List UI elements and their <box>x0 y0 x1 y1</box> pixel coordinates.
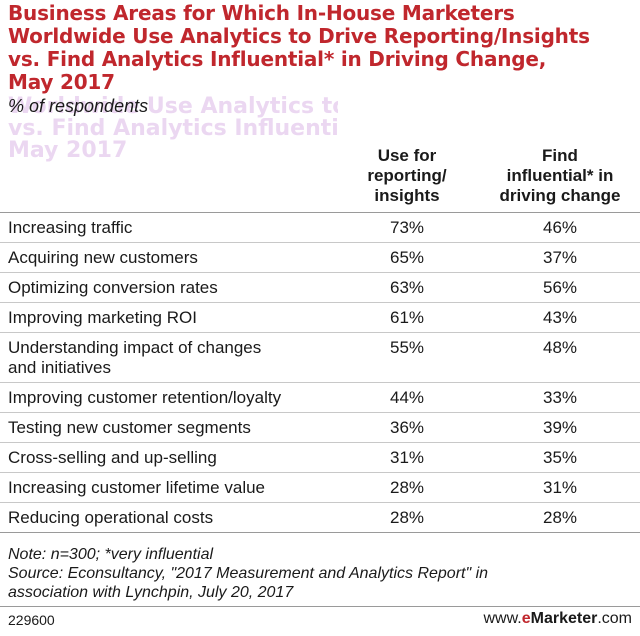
value-use-for-reporting: 73% <box>334 212 480 243</box>
row-label-line: Understanding impact of changes <box>8 338 262 357</box>
header-line: Use for <box>377 146 437 165</box>
value-use-for-reporting: 31% <box>334 442 480 473</box>
row-label-line: Acquiring new customers <box>8 248 198 267</box>
row-label: Increasing customer lifetime value <box>0 472 334 503</box>
row-label: Improving marketing ROI <box>0 302 334 333</box>
row-label: Improving customer retention/loyalty <box>0 382 334 413</box>
row-label-line: and initiatives <box>8 358 112 377</box>
table-row: Testing new customer segments 36% 39% <box>0 412 640 443</box>
row-label-line: Reducing operational costs <box>8 508 214 527</box>
value-find-influential: 28% <box>480 502 640 533</box>
chart-note: Note: n=300; *very influential Source: E… <box>8 545 628 602</box>
header-line: Find <box>542 146 578 165</box>
header-category <box>0 146 334 213</box>
header-line: driving change <box>499 186 621 205</box>
value-find-influential: 35% <box>480 442 640 473</box>
row-label: Acquiring new customers <box>0 242 334 273</box>
title-line: May 2017 <box>8 70 115 94</box>
chart-title: Business Areas for Which In-House Market… <box>8 2 634 94</box>
chart-id: 229600 <box>8 612 55 628</box>
value-use-for-reporting: 44% <box>334 382 480 413</box>
table-row: Improving customer retention/loyalty 44% 3… <box>0 382 640 413</box>
table-row: Optimizing conversion rates 63% 56% <box>0 272 640 303</box>
brand-e: e <box>521 610 531 627</box>
row-label: Testing new customer segments <box>0 412 334 443</box>
source-line: association with Lynchpin, July 20, 2017 <box>8 584 294 601</box>
value-use-for-reporting: 61% <box>334 302 480 333</box>
value-find-influential: 39% <box>480 412 640 443</box>
row-label-line: Testing new customer segments <box>8 418 251 437</box>
header-line: insights <box>374 186 440 205</box>
value-use-for-reporting: 28% <box>334 502 480 533</box>
table-row: Increasing traffic 73% 46% <box>0 212 640 243</box>
note-line: Note: n=300; *very influential <box>8 546 214 563</box>
value-use-for-reporting: 55% <box>334 332 480 383</box>
chart-subtitle: % of respondents <box>8 96 149 116</box>
row-label: Optimizing conversion rates <box>0 272 334 303</box>
header-line: reporting/ <box>367 166 447 185</box>
value-find-influential: 48% <box>480 332 640 383</box>
table-row: Reducing operational costs 28% 28% <box>0 502 640 533</box>
row-label: Cross-selling and up-selling <box>0 442 334 473</box>
source-line: Source: Econsultancy, "2017 Measurement … <box>8 565 489 582</box>
value-find-influential: 56% <box>480 272 640 303</box>
header-row: Use for reporting/ insights Find influen… <box>0 146 640 213</box>
header-find-influential: Find influential* in driving change <box>480 146 640 213</box>
table-body: Increasing traffic 73% 46% Acquiring new cu… <box>0 212 640 533</box>
value-find-influential: 31% <box>480 472 640 503</box>
brand-suffix: .com <box>597 610 632 627</box>
value-find-influential: 33% <box>480 382 640 413</box>
value-use-for-reporting: 63% <box>334 272 480 303</box>
table-row: Understanding impact of changes and initi… <box>0 332 640 383</box>
brand-prefix: www. <box>483 610 522 627</box>
footer-divider <box>0 606 640 607</box>
row-label-line: Increasing traffic <box>8 218 133 237</box>
row-label: Reducing operational costs <box>0 502 334 533</box>
row-label: Increasing traffic <box>0 212 334 243</box>
table-row: Increasing customer lifetime value 28% 31% <box>0 472 640 503</box>
title-line: vs. Find Analytics Influential* in Drivi… <box>8 47 547 71</box>
row-label: Understanding impact of changes and initi… <box>0 332 334 383</box>
title-line: Business Areas for Which In-House Market… <box>8 1 515 25</box>
title-line: Worldwide Use Analytics to Drive Reporti… <box>8 24 590 48</box>
value-use-for-reporting: 28% <box>334 472 480 503</box>
header-use-for-reporting: Use for reporting/ insights <box>334 146 480 213</box>
ghost-line: vs. Find Analytics Influential* in Drivi… <box>8 116 338 141</box>
table-row: Acquiring new customers 65% 37% <box>0 242 640 273</box>
table-row: Improving marketing ROI 61% 43% <box>0 302 640 333</box>
table-row: Cross-selling and up-selling 31% 35% <box>0 442 640 473</box>
value-find-influential: 46% <box>480 212 640 243</box>
value-find-influential: 37% <box>480 242 640 273</box>
row-label-line: Cross-selling and up-selling <box>8 448 217 467</box>
emarketer-logo: www.eMarketer.com <box>483 610 632 628</box>
row-label-line: Increasing customer lifetime value <box>8 478 266 497</box>
row-label-line: Improving marketing ROI <box>8 308 197 327</box>
value-use-for-reporting: 65% <box>334 242 480 273</box>
row-label-line: Optimizing conversion rates <box>8 278 218 297</box>
data-table: Use for reporting/ insights Find influen… <box>0 146 640 533</box>
value-use-for-reporting: 36% <box>334 412 480 443</box>
value-find-influential: 43% <box>480 302 640 333</box>
row-label-line: Improving customer retention/loyalty <box>8 388 282 407</box>
brand-main: Marketer <box>530 610 598 627</box>
header-line: influential* in <box>506 166 614 185</box>
